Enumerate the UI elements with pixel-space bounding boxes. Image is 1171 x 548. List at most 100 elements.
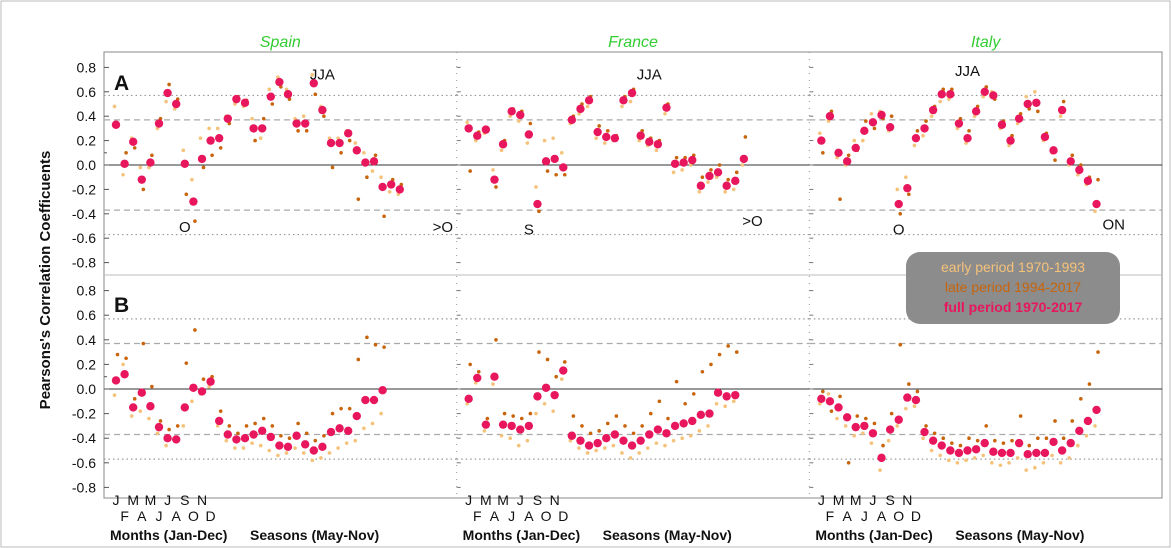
point-full-a bbox=[240, 98, 250, 107]
month-tick-bottom: A bbox=[172, 508, 182, 524]
point-late-b bbox=[528, 411, 533, 416]
point-early-a bbox=[628, 99, 633, 104]
point-full-b bbox=[361, 395, 370, 405]
point-early-b bbox=[319, 456, 323, 460]
point-full-b bbox=[602, 434, 611, 443]
point-full-a bbox=[817, 136, 826, 145]
point-late-a bbox=[838, 197, 842, 201]
point-late-b bbox=[218, 409, 223, 413]
month-tick-bottom: A bbox=[137, 508, 147, 524]
point-full-a bbox=[1083, 176, 1093, 186]
point-full-a bbox=[215, 133, 224, 143]
point-full-a bbox=[189, 197, 198, 206]
point-early-b bbox=[645, 446, 650, 450]
point-late-b bbox=[717, 352, 722, 357]
point-late-a bbox=[494, 185, 498, 189]
point-late-b bbox=[270, 424, 275, 428]
point-full-a bbox=[636, 131, 645, 140]
point-full-a bbox=[232, 94, 241, 104]
y-tick-label: -0.8 bbox=[72, 479, 96, 495]
point-early-b bbox=[826, 392, 831, 396]
month-tick-bottom: A bbox=[877, 508, 887, 524]
point-late-b bbox=[167, 427, 171, 432]
point-full-a bbox=[352, 146, 361, 155]
point-late-b bbox=[502, 411, 507, 416]
point-late-b bbox=[571, 414, 576, 418]
point-late-a bbox=[717, 163, 722, 167]
point-full-a bbox=[971, 107, 981, 116]
point-full-b bbox=[541, 383, 551, 392]
point-late-a bbox=[150, 153, 154, 158]
reference-lines bbox=[104, 94, 1162, 460]
point-late-b bbox=[545, 357, 550, 362]
point-late-b bbox=[201, 377, 206, 381]
point-late-b bbox=[1001, 441, 1006, 445]
month-tick-top: M bbox=[480, 492, 492, 508]
month-tick-bottom: D bbox=[206, 508, 216, 524]
point-early-b bbox=[663, 443, 667, 448]
point-early-b bbox=[190, 399, 194, 404]
point-early-b bbox=[241, 446, 246, 450]
y-tick-label: 0.6 bbox=[77, 84, 97, 100]
point-full-a bbox=[473, 131, 482, 140]
point-full-b bbox=[197, 387, 207, 396]
point-full-b bbox=[481, 420, 491, 429]
point-early-b bbox=[594, 448, 598, 453]
point-full-b bbox=[292, 431, 301, 440]
point-early-b bbox=[353, 438, 358, 443]
point-full-a bbox=[963, 133, 972, 143]
point-late-b bbox=[648, 411, 653, 416]
point-full-a bbox=[283, 90, 293, 99]
point-late-b bbox=[1087, 382, 1092, 386]
point-full-a bbox=[576, 104, 585, 114]
point-full-a bbox=[928, 105, 938, 115]
point-full-b bbox=[567, 431, 577, 440]
point-full-b bbox=[326, 427, 336, 437]
point-late-b bbox=[356, 357, 361, 362]
point-early-b bbox=[267, 448, 272, 453]
point-full-a bbox=[541, 157, 551, 166]
point-late-b bbox=[1053, 419, 1057, 423]
point-early-a bbox=[542, 138, 547, 143]
point-full-b bbox=[137, 388, 146, 397]
y-tick-label: 0.0 bbox=[77, 157, 97, 173]
point-late-a bbox=[967, 129, 971, 133]
point-full-a bbox=[980, 87, 989, 97]
x-label-months: Months (Jan-Dec) bbox=[110, 527, 227, 543]
point-full-a bbox=[627, 88, 637, 98]
y-axis-title: Pearsons's Correlation Coefficuents bbox=[37, 151, 54, 410]
point-early-b bbox=[1015, 456, 1020, 460]
point-full-b bbox=[954, 448, 964, 458]
point-late-b bbox=[958, 443, 963, 448]
point-late-b bbox=[734, 350, 739, 354]
point-late-b bbox=[623, 424, 627, 428]
point-full-a bbox=[688, 155, 697, 165]
point-late-a bbox=[674, 155, 679, 160]
point-late-a bbox=[270, 102, 275, 106]
point-early-a bbox=[1093, 209, 1097, 214]
point-early-b bbox=[843, 424, 848, 428]
point-late-a bbox=[201, 165, 206, 170]
point-early-a bbox=[654, 148, 659, 153]
point-late-b bbox=[485, 416, 490, 421]
point-full-b bbox=[1066, 438, 1075, 448]
point-late-b bbox=[614, 414, 619, 418]
point-late-b bbox=[907, 382, 911, 386]
point-full-b bbox=[369, 395, 379, 405]
month-tick-bottom: O bbox=[188, 508, 199, 524]
point-late-b bbox=[322, 433, 326, 438]
point-early-a bbox=[121, 172, 125, 177]
point-full-a bbox=[903, 183, 912, 193]
point-early-a bbox=[387, 190, 392, 194]
point-late-a bbox=[1070, 153, 1075, 158]
point-early-a bbox=[912, 143, 917, 148]
point-full-a bbox=[954, 119, 964, 128]
point-full-b bbox=[894, 415, 903, 424]
country-title: France bbox=[608, 34, 658, 51]
month-tick-top: J bbox=[818, 492, 825, 508]
month-tick-top: M bbox=[833, 492, 845, 508]
y-tick-label: 0.2 bbox=[77, 133, 97, 149]
point-early-b bbox=[138, 409, 143, 413]
point-early-a bbox=[731, 187, 736, 192]
y-tick-label: 0.4 bbox=[77, 108, 97, 124]
